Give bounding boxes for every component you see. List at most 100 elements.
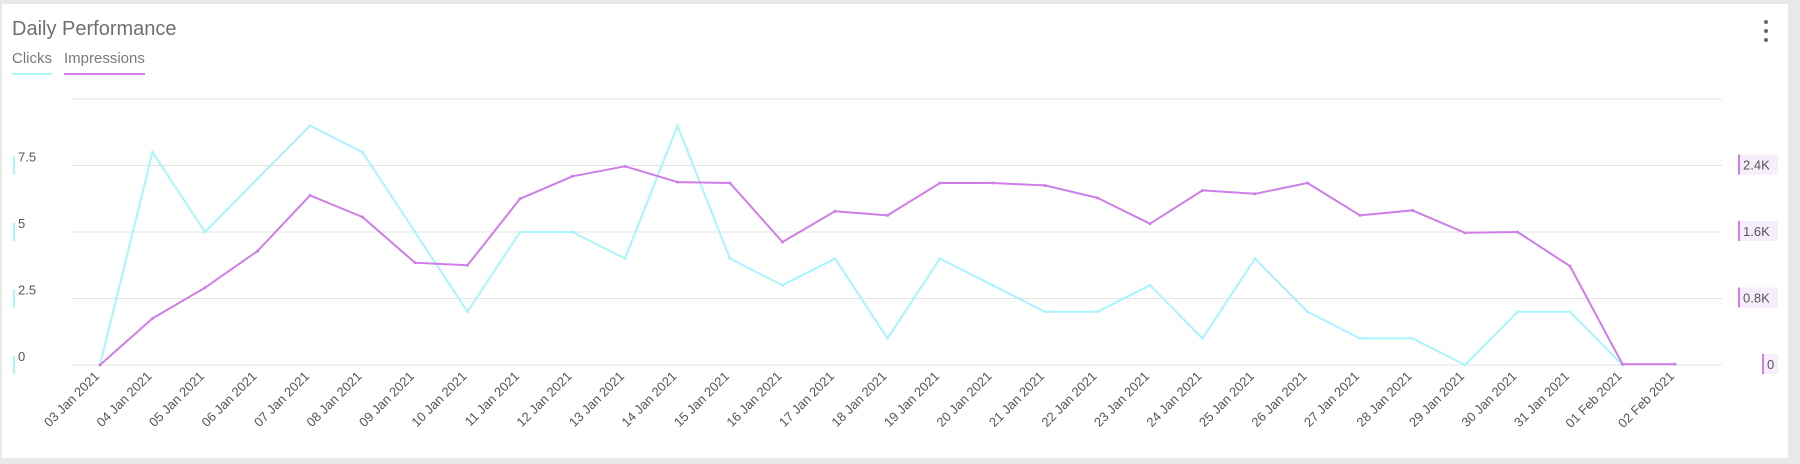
x-axis-tick-label: 14 Jan 2021 xyxy=(618,369,679,430)
x-axis-tick-label: 04 Jan 2021 xyxy=(93,369,154,430)
data-point-clicks xyxy=(1148,283,1152,287)
vertical-dots-icon[interactable] xyxy=(1758,18,1774,44)
x-axis-tick-label: 05 Jan 2021 xyxy=(146,369,207,430)
data-point-impressions xyxy=(361,215,364,219)
data-point-impressions xyxy=(1043,183,1047,187)
x-axis-tick-label: 02 Feb 2021 xyxy=(1615,369,1677,431)
data-point-impressions xyxy=(308,193,312,197)
data-point-clicks xyxy=(1201,336,1204,340)
data-point-clicks xyxy=(1411,336,1414,340)
left-tick-marker xyxy=(13,156,15,175)
data-point-clicks xyxy=(256,177,259,181)
right-tick-marker xyxy=(1762,354,1764,374)
data-point-clicks xyxy=(676,124,679,128)
data-point-impressions xyxy=(938,181,942,185)
data-point-impressions xyxy=(728,181,732,185)
data-point-clicks xyxy=(413,230,417,234)
legend-item-clicks[interactable]: Clicks xyxy=(12,50,52,75)
data-point-impressions xyxy=(1201,188,1204,192)
daily-performance-card: Daily Performance Clicks Impressions 0 2.… xyxy=(2,4,1788,458)
data-point-clicks xyxy=(781,283,784,287)
x-axis-tick-label: 18 Jan 2021 xyxy=(828,369,889,430)
data-point-clicks xyxy=(203,230,207,234)
data-point-clicks xyxy=(1253,257,1257,261)
data-point-impressions xyxy=(518,197,522,201)
data-point-impressions xyxy=(1463,231,1467,235)
data-point-clicks xyxy=(308,124,312,128)
x-axis-tick-label: 19 Jan 2021 xyxy=(881,369,942,430)
data-point-clicks xyxy=(833,257,837,261)
right-tick-box xyxy=(1738,287,1778,308)
data-point-impressions xyxy=(1516,230,1519,234)
right-tick-box xyxy=(1738,154,1778,175)
left-axis-tick-label: 7.5 xyxy=(18,150,36,165)
data-point-impressions xyxy=(256,249,259,253)
data-point-clicks xyxy=(1516,310,1519,314)
right-tick-marker xyxy=(1738,221,1740,241)
x-axis-tick-label: 07 Jan 2021 xyxy=(251,369,312,430)
x-axis-tick-label: 16 Jan 2021 xyxy=(723,369,784,430)
data-point-impressions xyxy=(1411,208,1414,212)
x-axis-tick-label: 26 Jan 2021 xyxy=(1248,369,1309,430)
right-axis-tick-label: 2.4K xyxy=(1743,158,1770,173)
data-point-clicks xyxy=(1043,310,1047,314)
x-axis-tick-label: 23 Jan 2021 xyxy=(1091,369,1152,430)
left-tick-marker xyxy=(13,223,15,241)
data-point-impressions xyxy=(98,363,102,367)
data-point-impressions xyxy=(781,240,784,244)
data-point-clicks xyxy=(151,150,154,154)
x-axis-tick-label: 03 Jan 2021 xyxy=(41,369,102,430)
data-point-impressions xyxy=(676,180,679,184)
x-axis-tick-label: 12 Jan 2021 xyxy=(513,369,574,430)
data-point-impressions xyxy=(1621,362,1624,366)
data-point-clicks xyxy=(886,336,889,340)
right-tick-marker xyxy=(1738,154,1740,175)
data-point-impressions xyxy=(203,286,207,290)
x-axis-tick-label: 28 Jan 2021 xyxy=(1353,369,1414,430)
data-point-impressions xyxy=(1148,222,1152,226)
data-point-clicks xyxy=(1568,310,1572,314)
data-point-impressions xyxy=(886,213,889,217)
data-point-impressions xyxy=(413,261,417,265)
data-point-clicks xyxy=(1306,310,1309,314)
data-point-clicks xyxy=(466,310,469,314)
data-point-impressions xyxy=(1306,181,1309,185)
right-axis-tick-label: 0.8K xyxy=(1743,291,1770,306)
data-point-impressions xyxy=(466,263,469,267)
left-tick-marker xyxy=(13,356,15,374)
x-axis-tick-label: 08 Jan 2021 xyxy=(303,369,364,430)
x-axis-tick-label: 17 Jan 2021 xyxy=(776,369,837,430)
x-axis-tick-label: 27 Jan 2021 xyxy=(1301,369,1362,430)
data-point-clicks xyxy=(1096,310,1099,314)
x-axis-tick-label: 06 Jan 2021 xyxy=(198,369,259,430)
chart-title: Daily Performance xyxy=(12,18,177,40)
data-point-impressions xyxy=(991,181,994,185)
x-axis-tick-label: 13 Jan 2021 xyxy=(566,369,627,430)
data-point-clicks xyxy=(361,150,364,154)
right-tick-box xyxy=(1762,354,1778,374)
x-axis-tick-label: 30 Jan 2021 xyxy=(1458,369,1519,430)
x-axis-tick-label: 25 Jan 2021 xyxy=(1196,369,1257,430)
data-point-clicks xyxy=(571,230,574,234)
x-axis-tick-label: 10 Jan 2021 xyxy=(408,369,469,430)
left-axis-tick-label: 5 xyxy=(18,216,25,231)
x-axis-tick-label: 21 Jan 2021 xyxy=(986,369,1047,430)
data-point-impressions xyxy=(151,316,154,320)
left-axis-tick-label: 2.5 xyxy=(18,283,36,298)
right-axis-tick-label: 0 xyxy=(1767,357,1774,372)
data-point-impressions xyxy=(1358,213,1362,217)
data-point-impressions xyxy=(1568,264,1572,268)
x-axis-tick-label: 22 Jan 2021 xyxy=(1038,369,1099,430)
data-point-clicks xyxy=(518,230,522,234)
data-point-clicks xyxy=(1463,363,1467,367)
data-point-impressions xyxy=(1253,192,1257,196)
legend-item-impressions[interactable]: Impressions xyxy=(64,50,145,75)
series-line-clicks xyxy=(99,124,1624,366)
x-axis-tick-label: 24 Jan 2021 xyxy=(1143,369,1204,430)
data-point-clicks xyxy=(991,283,994,287)
data-point-impressions xyxy=(571,174,574,178)
left-axis-tick-label: 0 xyxy=(18,349,25,364)
data-point-impressions xyxy=(623,164,627,168)
data-point-impressions xyxy=(833,209,837,213)
